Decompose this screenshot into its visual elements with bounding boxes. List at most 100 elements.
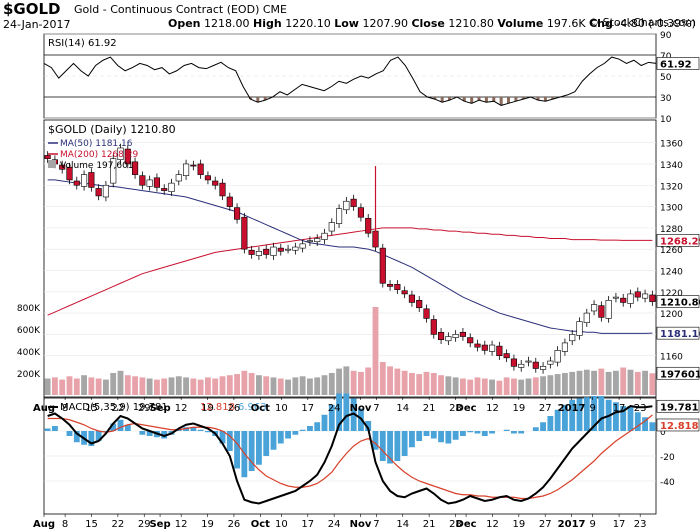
volume-bar [503, 377, 510, 395]
volume-bar [409, 373, 415, 395]
price-tick-label: 1260 [660, 246, 683, 256]
x-axis-label: Nov [350, 403, 372, 414]
price-value-tag-box [656, 295, 700, 308]
macd-histogram-bar [321, 414, 328, 431]
x-axis-label-bottom: 27 [539, 519, 552, 530]
candle-body [110, 158, 117, 184]
macd-histogram-bar [598, 396, 605, 431]
volume-bar [423, 371, 430, 395]
candle-body [270, 246, 277, 256]
volume-bar [350, 370, 357, 395]
x-axis-label-bottom: Aug [33, 519, 55, 530]
x-axis-label: 15 [85, 403, 98, 414]
macd-histogram-bar [576, 398, 583, 431]
x-axis-label-bottom: 19 [201, 519, 214, 530]
volume-bar [59, 379, 66, 395]
chart-title: Gold - Continuous Contract (EOD) CME [74, 3, 287, 16]
volume-bar [576, 370, 583, 395]
x-axis-label: 21 [423, 403, 436, 414]
x-axis-label: Oct [251, 403, 270, 414]
ma50-legend: MA(50) 1181.16 [60, 139, 133, 149]
x-axis-label-bottom: 19 [512, 519, 525, 530]
volume-bar [496, 380, 503, 395]
candle-body [583, 312, 590, 323]
candle-body [285, 248, 292, 251]
macd-histogram-bar [379, 431, 386, 461]
volume-bar [372, 307, 379, 395]
volume-legend: Volume 197,601 [60, 161, 134, 171]
x-axis-label-bottom: 2017 [558, 519, 586, 530]
rsi-tick-label: 70 [660, 52, 672, 62]
macd-histogram-bar [430, 431, 437, 439]
volume-bar [416, 374, 423, 395]
macd-histogram-bar [423, 431, 430, 436]
volume-bar [212, 378, 219, 395]
candle-body [132, 161, 139, 175]
candle-body [95, 188, 102, 197]
x-axis-label: 19 [512, 403, 525, 414]
macd-histogram-bar [66, 431, 73, 436]
candle-body [226, 196, 233, 207]
volume-bar [379, 362, 386, 395]
macd-histogram-bar [532, 427, 539, 431]
macd-tick-label: 0 [660, 428, 666, 438]
macd-histogram-bar [161, 431, 168, 439]
macd-histogram-bar [139, 431, 146, 435]
exchange-text: CME [262, 3, 287, 16]
volume-tick-label: 600K [17, 326, 41, 336]
price-tick-label: 1300 [660, 204, 683, 214]
candle-body [452, 334, 459, 338]
macd-histogram-bar [256, 431, 262, 465]
macd-tick-label: -40 [660, 478, 675, 488]
x-axis-label: Aug [33, 403, 55, 414]
macd-histogram-bar [540, 422, 546, 431]
chg-label: Chg [589, 17, 613, 30]
macd-histogram-bar [336, 393, 342, 431]
x-axis-label-bottom: 17 [613, 519, 626, 530]
volume-bar [569, 371, 576, 395]
macd-hist-legend: 6.963 [238, 402, 267, 413]
x-axis-label: 17 [301, 403, 314, 414]
x-axis-label-bottom: 26 [228, 519, 241, 530]
candle-body [438, 331, 445, 341]
volume-bar [234, 374, 240, 395]
volume-bar [270, 377, 277, 395]
candle-body [554, 350, 561, 363]
x-axis-label: 12 [175, 403, 188, 414]
volume-bar [190, 378, 197, 395]
volume-bar [139, 377, 146, 395]
volume-bar [540, 376, 546, 395]
candle-body [430, 319, 437, 335]
macd-histogram-bar [554, 409, 561, 431]
candle-body [387, 284, 394, 287]
candle-body [547, 360, 554, 365]
rsi-tick-label: 10 [660, 115, 672, 125]
volume-bar [321, 375, 328, 395]
volume-bar [489, 379, 495, 395]
volume-bar [241, 370, 248, 395]
price-value-tag: 1210.80 [660, 298, 700, 309]
macd-histogram-bar [438, 431, 444, 443]
candle-body [328, 222, 335, 232]
price-tick-label: 1200 [660, 310, 683, 320]
rsi-value-tag: 61.92 [660, 59, 692, 70]
x-axis-label: 27 [539, 403, 552, 414]
x-axis-label: 12 [486, 403, 499, 414]
x-axis-label: 9 [590, 403, 596, 414]
macd-histogram-bar [248, 431, 255, 471]
volume-bar [525, 378, 532, 395]
volume-bar [219, 376, 226, 395]
candle-body [598, 305, 605, 318]
ma50-value-tag-box [656, 326, 700, 340]
candle-body [241, 216, 248, 250]
candle-body [175, 174, 182, 182]
macd-signal-tag: 12.818 [660, 421, 699, 432]
ma50-value-tag: 1181.16 [660, 329, 700, 340]
candle-body [649, 294, 656, 302]
macd-histogram-bar [190, 427, 197, 431]
candle-body [255, 251, 262, 256]
macd-value-tag: 19.781 [660, 402, 699, 413]
macd-histogram-bar [88, 431, 95, 446]
ma200-legend: MA(200) 1268.29 [60, 150, 138, 160]
volume-bar [649, 373, 656, 395]
